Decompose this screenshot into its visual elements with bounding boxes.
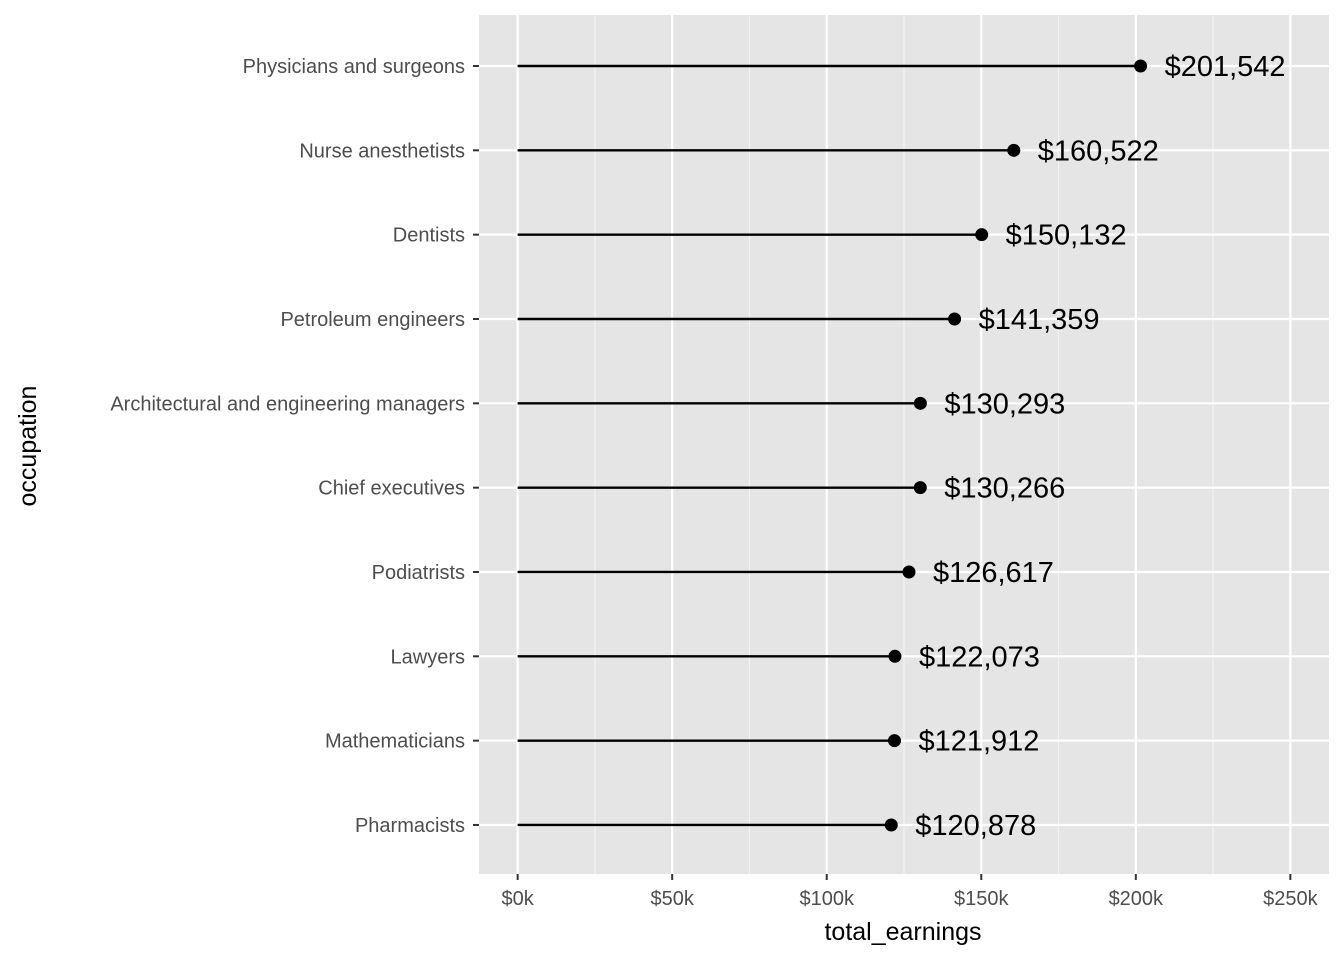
- category-label: Petroleum engineers: [280, 309, 465, 331]
- data-labels: $201,542 $160,522 $150,132 $141,359 $130,293…: [915, 51, 1285, 842]
- x-tick-label: $0k: [502, 888, 535, 910]
- x-tick-label: $250k: [1263, 888, 1318, 910]
- lollipop-point: [913, 396, 927, 410]
- category-label: Nurse anesthetists: [299, 140, 465, 162]
- lollipop-point: [888, 649, 902, 663]
- lollipop-point: [1007, 143, 1021, 157]
- category-label: Architectural and engineering managers: [110, 393, 465, 415]
- category-label: Podiatrists: [372, 562, 465, 584]
- lollipop-point: [1134, 59, 1148, 73]
- y-axis-title: occupation: [14, 386, 42, 507]
- category-label: Physicians and surgeons: [243, 56, 465, 78]
- x-tick-label: $100k: [799, 888, 854, 910]
- x-tick-label: $50k: [650, 888, 694, 910]
- lollipop-point: [913, 481, 927, 495]
- category-label: Pharmacists: [355, 815, 465, 837]
- data-value-label: $150,132: [1006, 220, 1127, 252]
- axis-ticks: $0k $50k $100k $150k $200k $250k Physicians an…: [110, 56, 1318, 910]
- data-value-label: $126,617: [933, 557, 1054, 589]
- data-marks: [517, 59, 1148, 832]
- category-label: Dentists: [393, 225, 465, 247]
- lollipop-point: [975, 228, 989, 242]
- lollipop-point: [884, 818, 898, 832]
- lollipop-point: [948, 312, 962, 326]
- x-tick-label: $150k: [954, 888, 1009, 910]
- data-value-label: $141,359: [979, 304, 1100, 336]
- category-label: Mathematicians: [325, 731, 465, 753]
- x-axis-title: total_earnings: [824, 918, 981, 946]
- data-value-label: $122,073: [919, 641, 1040, 673]
- data-value-label: $201,542: [1165, 51, 1286, 83]
- lollipop-point: [902, 565, 916, 579]
- data-value-label: $160,522: [1038, 135, 1159, 167]
- x-tick-label: $200k: [1109, 888, 1164, 910]
- data-value-label: $130,266: [944, 473, 1065, 505]
- data-value-label: $130,293: [944, 388, 1065, 420]
- data-value-label: $121,912: [918, 726, 1039, 758]
- data-value-label: $120,878: [915, 810, 1036, 842]
- category-label: Chief executives: [318, 478, 465, 500]
- lollipop-point: [887, 734, 901, 748]
- category-label: Lawyers: [391, 646, 465, 668]
